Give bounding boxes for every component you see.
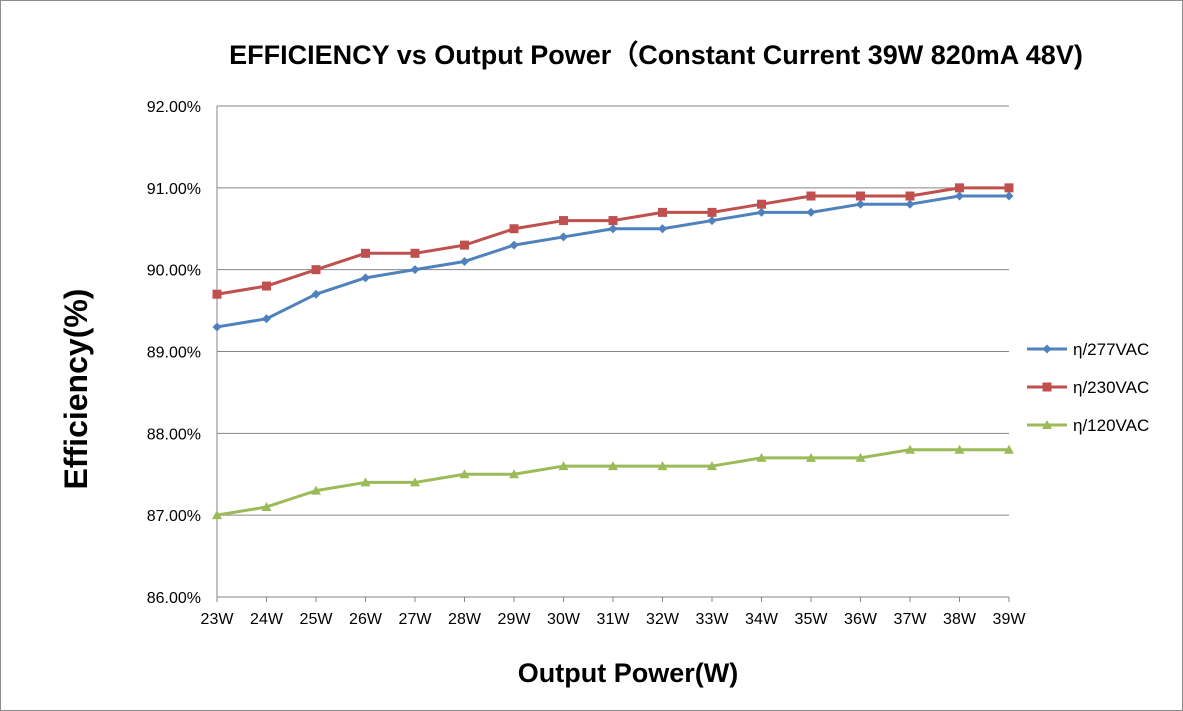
data-point (707, 207, 717, 217)
data-point (757, 207, 766, 217)
x-tick-label: 25W (300, 611, 334, 628)
data-point (361, 248, 370, 258)
x-tick-label: 37W (894, 611, 928, 628)
gridlines (216, 105, 1010, 602)
x-tick-label: 38W (943, 611, 977, 628)
data-point (955, 191, 964, 201)
legend-entry: η/230VAC (1027, 378, 1149, 397)
x-tick-label: 29W (498, 611, 532, 628)
data-point (608, 224, 618, 234)
x-tick-label: 27W (399, 611, 433, 628)
x-tick-label: 32W (646, 611, 680, 628)
x-tick-label: 33W (696, 611, 730, 628)
x-tick-label: 23W (201, 611, 235, 628)
data-point (212, 322, 222, 332)
data-point (658, 224, 667, 234)
legend-label: η/120VAC (1073, 416, 1149, 435)
data-point (360, 477, 371, 487)
legend: η/277VAC η/230VAC η/120VAC (1027, 340, 1149, 435)
data-point (460, 256, 469, 266)
x-tick-label: 30W (547, 611, 581, 628)
y-tick-label: 87.00% (147, 508, 201, 525)
data-point (608, 461, 618, 471)
data-point (311, 265, 321, 275)
data-point (1004, 444, 1014, 454)
x-tick-label: 39W (993, 611, 1027, 628)
x-tick-label: 35W (795, 611, 829, 628)
data-point (707, 216, 717, 226)
legend-entry: η/120VAC (1027, 416, 1149, 435)
data-point (262, 314, 271, 324)
data-point (410, 265, 420, 275)
data-point (559, 216, 568, 226)
y-tick-label: 91.00% (147, 181, 201, 198)
y-tick-label: 88.00% (147, 426, 201, 443)
data-point (212, 289, 222, 299)
data-point (1004, 191, 1014, 201)
data-point (608, 216, 618, 226)
x-axis-label: Output Power(W) (518, 658, 738, 688)
data-point (509, 469, 519, 479)
data-point (559, 232, 568, 242)
x-tick-label: 28W (448, 611, 482, 628)
legend-label: η/277VAC (1073, 340, 1149, 359)
data-point (460, 240, 469, 250)
data-point (509, 224, 519, 234)
series-triangle (212, 444, 1014, 520)
legend-entry: η/277VAC (1027, 340, 1149, 359)
x-tick-label: 36W (844, 611, 878, 628)
legend-marker (1042, 344, 1052, 354)
y-tick-label: 92.00% (147, 99, 201, 116)
series-square (212, 183, 1014, 299)
data-point (954, 444, 965, 454)
legend-marker (1042, 382, 1052, 392)
data-point (757, 199, 766, 209)
data-point (905, 444, 915, 454)
data-point (905, 191, 915, 201)
x-tick-label: 24W (250, 611, 284, 628)
y-tick-label: 89.00% (147, 345, 201, 362)
data-point (806, 191, 816, 201)
data-point (262, 281, 271, 291)
data-point (1004, 183, 1014, 193)
series-lines (212, 183, 1014, 520)
data-point (212, 510, 222, 520)
chart-title: EFFICIENCY vs Output Power（Constant Curr… (229, 40, 1083, 70)
data-point (905, 199, 915, 209)
series-line (216, 448, 1009, 517)
data-point (756, 452, 767, 462)
x-tick-label: 34W (745, 611, 779, 628)
y-axis-label: Efficiency(%) (58, 289, 94, 490)
data-point (509, 240, 519, 250)
x-tick-label: 26W (349, 611, 383, 628)
data-point (806, 207, 816, 217)
data-point (410, 477, 420, 487)
y-tick-label: 90.00% (147, 263, 201, 280)
x-axis-ticks: 23W 24W 25W 26W 27W 28W 29W 30W 31W 32W 33W 34W 35W 3… (201, 611, 1027, 628)
data-point (558, 461, 569, 471)
series-diamond (212, 191, 1014, 332)
data-point (806, 452, 816, 462)
series-line (216, 194, 1009, 329)
data-point (856, 199, 865, 209)
data-point (657, 461, 668, 471)
data-point (459, 469, 470, 479)
y-axis-ticks: 86.00% 87.00% 88.00% 89.00% 90.00% 91.00% 92.0… (147, 99, 201, 607)
legend-label: η/230VAC (1073, 378, 1149, 397)
data-point (855, 452, 866, 462)
data-point (311, 485, 321, 495)
data-point (658, 207, 667, 217)
data-point (955, 183, 964, 193)
data-point (856, 191, 865, 201)
data-point (410, 248, 420, 258)
x-tick-label: 31W (597, 611, 631, 628)
data-point (707, 461, 717, 471)
data-point (261, 501, 272, 511)
data-point (311, 289, 321, 299)
legend-marker (1042, 420, 1052, 429)
y-tick-label: 86.00% (147, 590, 201, 607)
data-point (361, 273, 370, 283)
